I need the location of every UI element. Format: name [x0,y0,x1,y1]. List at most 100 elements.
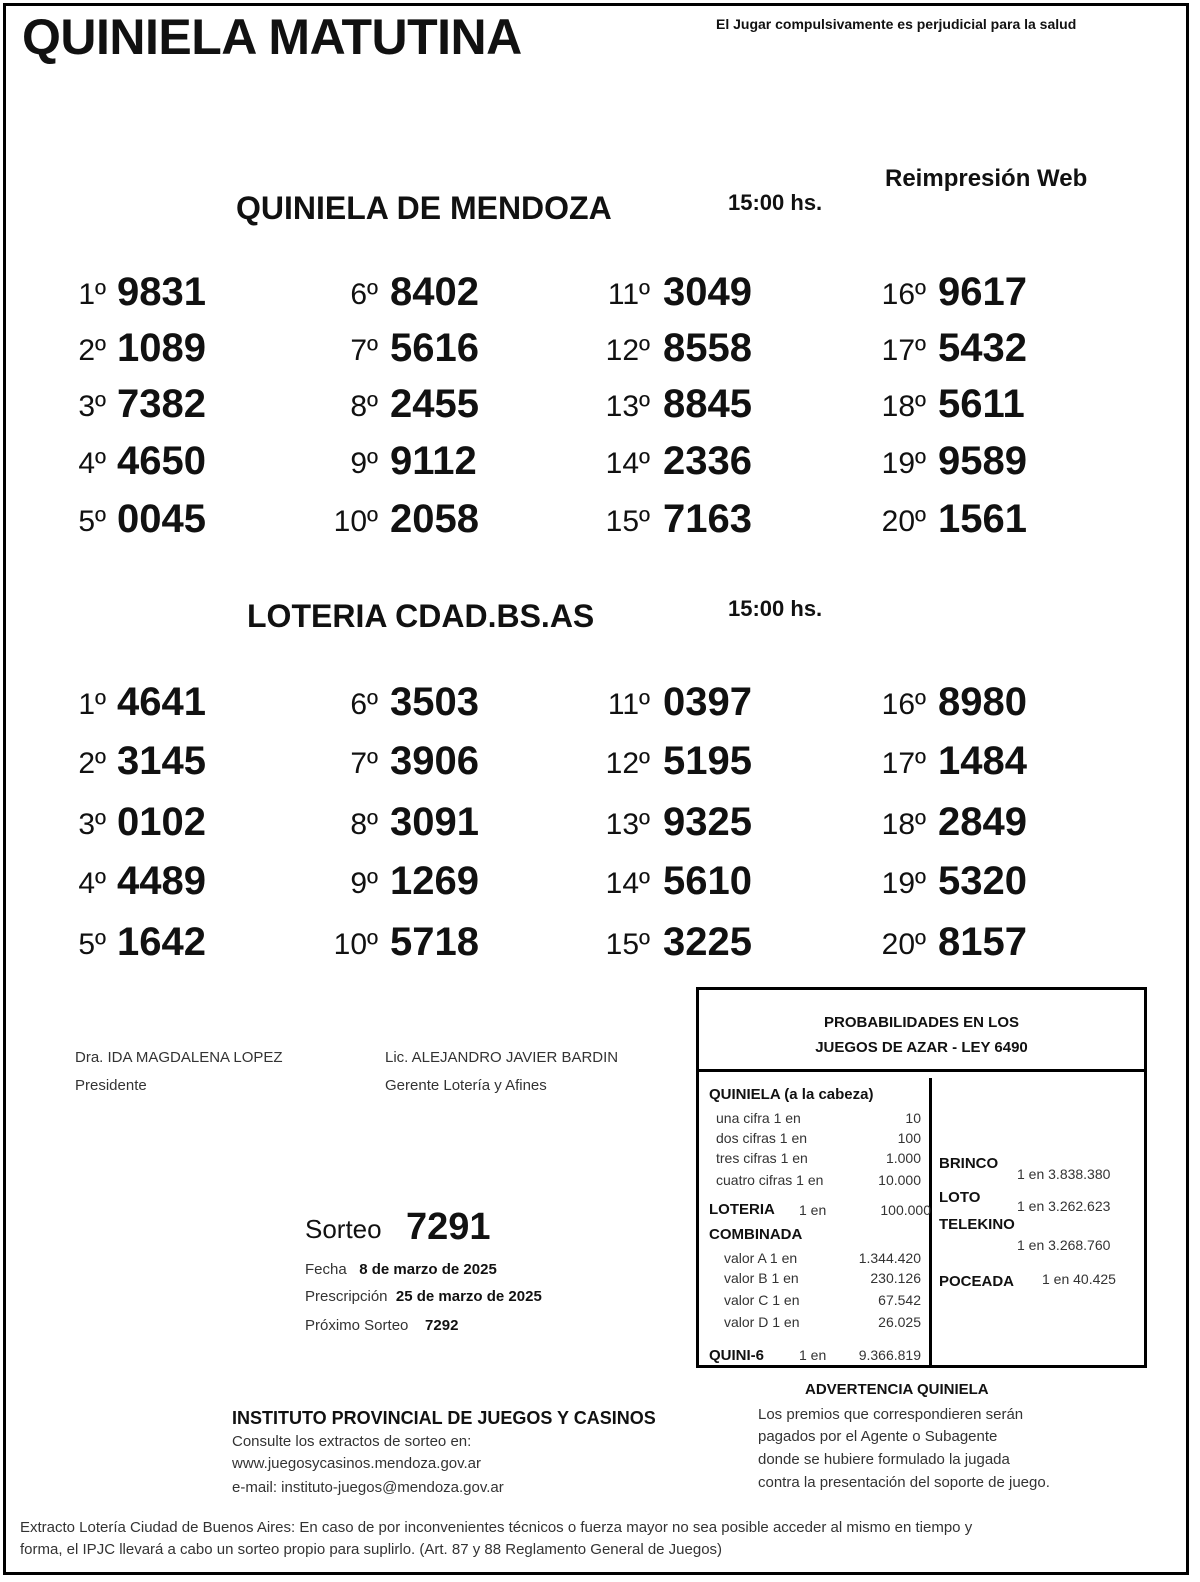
combinada-label: valor D 1 en [724,1314,800,1330]
brinco-value: 1 en 3.838.380 [1017,1166,1111,1182]
result-position: 9º [350,447,378,480]
result-number: 9831 [117,270,206,314]
reprint-label: Reimpresión Web [885,165,1088,192]
brinco-label: BRINCO [939,1155,999,1172]
probabilities-title: PROBABILIDADES EN LOS JUEGOS DE AZAR - L… [699,990,1144,1072]
result-position: 2º [78,747,106,780]
institute-name: INSTITUTO PROVINCIAL DE JUEGOS Y CASINOS [232,1408,656,1428]
combinada-value: 67.542 [878,1292,921,1308]
combinada-value: 26.025 [878,1314,921,1330]
result-number: 0102 [117,800,206,844]
quini6-label: QUINI-6 [709,1347,765,1364]
result-number: 4641 [117,680,206,724]
result-position: 15º [605,505,650,538]
advertencia-line: contra la presentación del soporte de ju… [758,1474,1050,1491]
result-position: 7º [350,747,378,780]
result-number: 5320 [938,859,1027,903]
telekino-value: 1 en 3.268.760 [1017,1237,1111,1253]
combinada-value: 1.344.420 [858,1250,921,1266]
sorteo-label: Sorteo [305,1214,382,1244]
result-number: 2849 [938,800,1027,844]
result-number: 0045 [117,497,206,541]
result-number: 8845 [663,382,752,426]
institute-web-link[interactable]: www.juegosycasinos.mendoza.gov.ar [232,1455,482,1472]
result-position: 11º [607,278,650,311]
result-position: 4º [78,867,106,900]
result-position: 2º [78,334,106,367]
result-position: 19º [881,867,926,900]
quiniela-value: 100 [897,1130,921,1146]
result-number: 5195 [663,739,752,783]
result-position: 7º [350,334,378,367]
result-position: 12º [605,334,650,367]
result-position: 9º [350,867,378,900]
result-position: 6º [350,688,378,721]
result-position: 10º [333,928,378,961]
result-number: 8402 [390,270,479,314]
result-number: 8558 [663,326,752,370]
result-position: 5º [78,928,106,961]
proximo-value: 7292 [425,1317,459,1334]
proximo-row: Próximo Sorteo 7292 [305,1317,459,1334]
result-position: 1º [78,278,106,311]
fecha-value: 8 de marzo de 2025 [359,1261,497,1278]
result-position: 14º [605,867,650,900]
draw-title-mendoza: QUINIELA DE MENDOZA [236,190,612,226]
advertencia-title: ADVERTENCIA QUINIELA [805,1381,989,1398]
telekino-label: TELEKINO [939,1216,1015,1233]
result-number: 3503 [390,680,479,724]
result-number: 2455 [390,382,479,426]
fecha-row: Fecha 8 de marzo de 2025 [305,1261,497,1278]
result-position: 12º [605,747,650,780]
result-number: 1561 [938,497,1027,541]
result-number: 5611 [938,382,1025,426]
result-number: 7382 [117,382,206,426]
result-number: 8157 [938,920,1027,964]
signature-manager: Lic. ALEJANDRO JAVIER BARDIN Gerente Lot… [385,1044,618,1100]
poceada-label: POCEADA [939,1273,1015,1290]
quiniela-label: cuatro cifras 1 en [716,1172,824,1188]
result-number: 0397 [663,680,752,724]
result-position: 20º [881,505,926,538]
result-position: 16º [881,688,926,721]
combinada-title: COMBINADA [709,1226,803,1243]
result-position: 20º [881,928,926,961]
result-position: 11º [607,688,650,721]
result-number: 3091 [390,800,479,844]
poceada-value: 1 en 40.425 [1042,1271,1116,1287]
result-number: 5610 [663,859,752,903]
draw-time-mendoza: 15:00 hs. [728,190,823,215]
result-number: 2058 [390,497,479,541]
probabilities-box: PROBABILIDADES EN LOS JUEGOS DE AZAR - L… [696,987,1147,1368]
result-position: 19º [881,447,926,480]
prescripcion-row: Prescripción 25 de marzo de 2025 [305,1288,542,1305]
result-number: 7163 [663,497,752,541]
result-number: 1269 [390,859,479,903]
combinada-label: valor A 1 en [724,1250,798,1266]
signature-name: Dra. IDA MAGDALENA LOPEZ [75,1049,283,1066]
quiniela-value: 10.000 [878,1172,921,1188]
result-position: 18º [881,390,926,423]
advertencia-line: donde se hubiere formulado la jugada [758,1451,1010,1468]
footer-note: Extracto Lotería Ciudad de Buenos Aires:… [20,1519,973,1536]
quiniela-label: tres cifras 1 en [716,1150,808,1166]
result-position: 8º [350,390,378,423]
page-border [3,3,1189,1575]
result-number: 9589 [938,439,1027,483]
result-position: 18º [881,808,926,841]
result-number: 2336 [663,439,752,483]
quiniela-label: dos cifras 1 en [716,1130,808,1146]
result-position: 5º [78,505,106,538]
loto-value: 1 en 3.262.623 [1017,1198,1111,1214]
result-number: 8980 [938,680,1027,724]
prescripcion-value: 25 de marzo de 2025 [395,1288,542,1305]
combinada-label: valor B 1 en [724,1270,799,1286]
result-number: 5718 [390,920,479,964]
result-number: 5432 [938,326,1027,370]
institute-email-link[interactable]: e-mail: instituto-juegos@mendoza.gov.ar [232,1479,504,1496]
signature-role: Presidente [75,1077,147,1094]
result-number: 4650 [117,439,206,483]
result-number: 9617 [938,270,1027,314]
result-number: 9112 [390,439,477,483]
result-number: 5616 [390,326,479,370]
